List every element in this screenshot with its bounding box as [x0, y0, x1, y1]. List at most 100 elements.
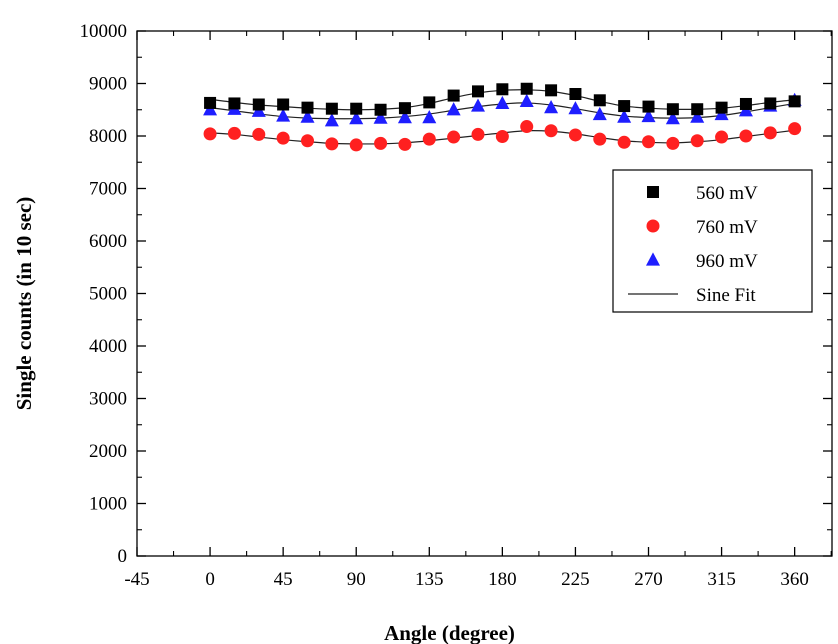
square-marker — [252, 98, 265, 111]
x-tick-label: 90 — [347, 569, 366, 590]
circle-marker — [568, 128, 582, 142]
circle-marker — [276, 131, 290, 145]
circle-marker — [203, 127, 217, 141]
square-marker — [423, 96, 436, 109]
circle-marker — [715, 130, 729, 144]
triangle-marker — [276, 108, 291, 122]
x-tick-label: 0 — [205, 569, 215, 590]
triangle-marker — [471, 98, 486, 112]
circle-marker — [374, 136, 388, 150]
square-marker — [642, 100, 655, 113]
square-marker — [398, 102, 411, 115]
y-tick-label: 10000 — [80, 21, 128, 42]
triangle-marker — [495, 95, 510, 110]
square-marker — [520, 82, 533, 95]
y-tick-label: 2000 — [89, 441, 127, 462]
y-tick-label: 1000 — [89, 494, 127, 515]
x-tick-label: 225 — [561, 569, 590, 590]
x-tick-label: 315 — [707, 569, 736, 590]
circle-marker — [690, 134, 704, 148]
y-tick-label: 6000 — [89, 231, 127, 252]
square-marker — [496, 83, 509, 96]
square-marker — [715, 101, 728, 114]
legend-circle-swatch — [646, 219, 660, 233]
x-tick-label: 360 — [780, 569, 809, 590]
square-marker — [545, 84, 558, 97]
square-marker — [277, 98, 290, 111]
circle-marker — [593, 132, 607, 146]
square-marker — [666, 103, 679, 116]
square-marker — [593, 94, 606, 107]
circle-marker — [252, 127, 266, 141]
circle-marker — [301, 134, 315, 148]
circle-marker — [666, 136, 680, 150]
square-marker — [764, 97, 777, 110]
circle-marker — [788, 122, 802, 136]
square-marker — [374, 103, 387, 116]
square-marker — [350, 102, 363, 115]
square-marker — [739, 97, 752, 110]
y-tick-labels: 0 1000 2000 3000 4000 5000 6000 7000 8000 9000 100… — [80, 21, 128, 567]
circle-marker — [325, 137, 339, 151]
triangle-marker — [592, 106, 607, 121]
circle-marker — [544, 124, 558, 138]
y-axis-title: Single counts (in 10 sec) — [12, 197, 36, 411]
axis-ticks — [136, 30, 832, 557]
legend-triangle-swatch — [646, 252, 660, 266]
triangle-marker — [300, 109, 315, 123]
triangle-marker — [617, 109, 632, 123]
legend-label: Sine Fit — [696, 285, 756, 306]
square-marker — [228, 97, 241, 110]
square-marker — [301, 101, 314, 114]
circle-marker — [617, 135, 631, 149]
circle-marker — [447, 130, 461, 144]
triangle-marker — [446, 102, 461, 116]
circle-marker — [520, 120, 534, 134]
square-marker — [447, 89, 460, 102]
triangle-marker — [397, 110, 412, 124]
square-marker — [618, 100, 631, 113]
legend: 560 mV 760 mV 960 mV Sine Fit — [612, 169, 813, 313]
circle-marker — [227, 126, 241, 140]
triangle-marker — [349, 111, 364, 125]
data-markers — [203, 82, 802, 152]
triangle-marker — [690, 109, 705, 123]
x-tick-label: 135 — [415, 569, 444, 590]
square-marker — [691, 103, 704, 116]
square-marker — [788, 95, 801, 108]
triangle-marker — [324, 113, 339, 127]
x-tick-labels: -45 0 45 90 135 180 225 270 315 360 — [124, 569, 809, 590]
x-tick-label: 270 — [634, 569, 663, 590]
y-tick-label: 8000 — [89, 126, 127, 147]
square-marker — [472, 85, 485, 98]
triangle-marker — [665, 111, 680, 125]
circle-marker — [642, 135, 656, 149]
y-tick-label: 5000 — [89, 284, 127, 305]
triangle-marker — [373, 110, 388, 124]
square-marker — [569, 88, 582, 100]
legend-box — [612, 169, 813, 313]
legend-label: 760 mV — [696, 217, 758, 238]
triangle-marker — [544, 100, 559, 114]
legend-square-swatch — [647, 186, 659, 198]
y-tick-label: 0 — [118, 546, 128, 567]
circle-marker — [739, 129, 753, 143]
circle-marker — [349, 138, 363, 152]
square-marker — [325, 102, 338, 115]
x-tick-label: 45 — [274, 569, 293, 590]
y-tick-label: 9000 — [89, 74, 127, 95]
circle-marker — [398, 137, 412, 151]
triangle-marker — [422, 110, 437, 124]
circle-marker — [763, 126, 777, 140]
circle-marker — [495, 130, 509, 144]
y-tick-label: 3000 — [89, 389, 127, 410]
square-marker — [204, 96, 217, 109]
x-tick-label: 180 — [488, 569, 517, 590]
legend-label: 560 mV — [696, 183, 758, 204]
x-tick-label: -45 — [124, 569, 149, 590]
circle-marker — [471, 127, 485, 141]
legend-label: 960 mV — [696, 251, 758, 272]
x-axis-title: Angle (degree) — [384, 621, 515, 644]
triangle-marker — [641, 108, 656, 123]
